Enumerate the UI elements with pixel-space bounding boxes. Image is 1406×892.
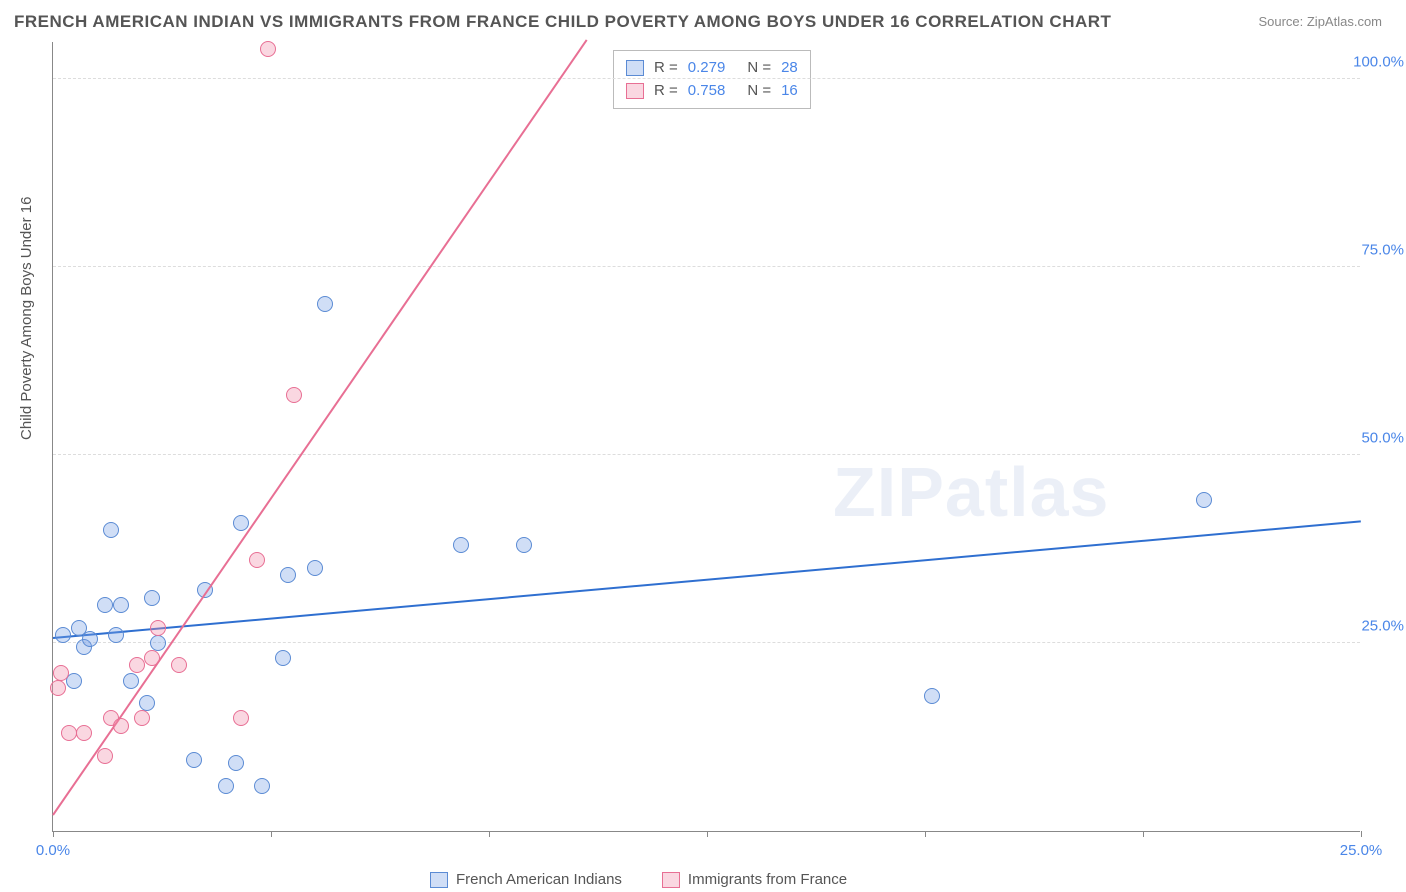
data-point	[275, 650, 291, 666]
data-point	[286, 387, 302, 403]
ytick-label: 50.0%	[1361, 429, 1404, 446]
data-point	[144, 590, 160, 606]
data-point	[97, 597, 113, 613]
data-point	[139, 695, 155, 711]
data-point	[103, 522, 119, 538]
data-point	[113, 597, 129, 613]
stat-r-label: R =	[654, 57, 678, 80]
xtick	[53, 831, 54, 837]
xtick	[707, 831, 708, 837]
bottom-legend: French American Indians Immigrants from F…	[430, 871, 847, 888]
trend-line	[53, 521, 1361, 640]
stat-r-value: 0.279	[688, 57, 726, 80]
data-point	[55, 627, 71, 643]
legend-label: Immigrants from France	[688, 871, 847, 888]
data-point	[1196, 492, 1212, 508]
data-point	[260, 41, 276, 57]
xtick	[271, 831, 272, 837]
data-point	[150, 635, 166, 651]
stat-n-value: 28	[781, 57, 798, 80]
data-point	[280, 567, 296, 583]
data-point	[453, 537, 469, 553]
data-point	[924, 688, 940, 704]
data-point	[233, 515, 249, 531]
stat-n-label: N =	[747, 57, 771, 80]
stats-row: R = 0.758 N = 16	[626, 80, 798, 103]
data-point	[50, 680, 66, 696]
stats-row: R = 0.279 N = 28	[626, 57, 798, 80]
gridline	[53, 454, 1360, 455]
stat-r-value: 0.758	[688, 80, 726, 103]
data-point	[61, 725, 77, 741]
xtick	[489, 831, 490, 837]
series-swatch	[626, 83, 644, 99]
stat-r-label: R =	[654, 80, 678, 103]
data-point	[144, 650, 160, 666]
legend-swatch	[662, 872, 680, 888]
xtick	[1361, 831, 1362, 837]
data-point	[307, 560, 323, 576]
data-point	[150, 620, 166, 636]
legend-item: French American Indians	[430, 871, 622, 888]
gridline	[53, 642, 1360, 643]
stats-box: R = 0.279 N = 28 R = 0.758 N = 16	[613, 50, 811, 109]
gridline	[53, 78, 1360, 79]
xtick-label: 0.0%	[36, 842, 70, 859]
data-point	[134, 710, 150, 726]
legend-item: Immigrants from France	[662, 871, 847, 888]
data-point	[249, 552, 265, 568]
xtick	[1143, 831, 1144, 837]
data-point	[53, 665, 69, 681]
data-point	[129, 657, 145, 673]
ytick-label: 75.0%	[1361, 241, 1404, 258]
data-point	[228, 755, 244, 771]
xtick-label: 25.0%	[1340, 842, 1383, 859]
legend-swatch	[430, 872, 448, 888]
data-point	[113, 718, 129, 734]
data-point	[123, 673, 139, 689]
plot-area: ZIPatlas R = 0.279N = 28R = 0.758N = 16 …	[52, 42, 1360, 832]
data-point	[254, 778, 270, 794]
data-point	[218, 778, 234, 794]
legend-label: French American Indians	[456, 871, 622, 888]
data-point	[186, 752, 202, 768]
data-point	[76, 725, 92, 741]
watermark-atlas: atlas	[945, 453, 1110, 531]
stat-n-value: 16	[781, 80, 798, 103]
y-axis-label: Child Poverty Among Boys Under 16	[18, 197, 35, 440]
watermark-zip: ZIP	[833, 453, 945, 531]
data-point	[108, 627, 124, 643]
ytick-label: 25.0%	[1361, 617, 1404, 634]
data-point	[233, 710, 249, 726]
watermark: ZIPatlas	[833, 452, 1109, 532]
gridline	[53, 266, 1360, 267]
stat-n-label: N =	[747, 80, 771, 103]
data-point	[171, 657, 187, 673]
chart-title: FRENCH AMERICAN INDIAN VS IMMIGRANTS FRO…	[14, 12, 1111, 32]
data-point	[97, 748, 113, 764]
trend-line	[52, 39, 587, 815]
data-point	[317, 296, 333, 312]
data-point	[516, 537, 532, 553]
data-point	[82, 631, 98, 647]
xtick	[925, 831, 926, 837]
ytick-label: 100.0%	[1353, 53, 1404, 70]
source-label: Source: ZipAtlas.com	[1258, 14, 1382, 29]
series-swatch	[626, 60, 644, 76]
